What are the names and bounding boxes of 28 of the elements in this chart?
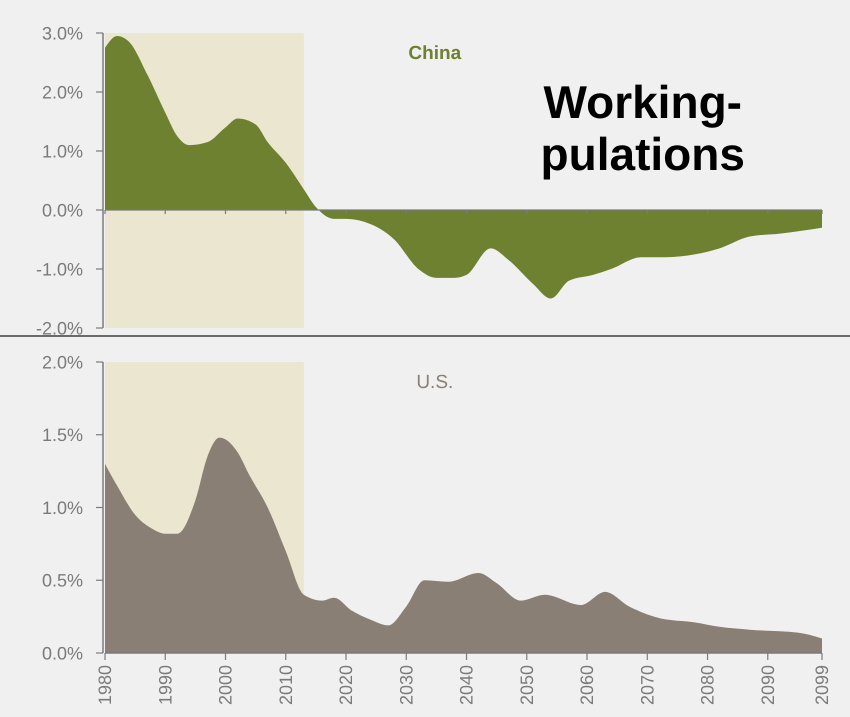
x-tick-label: 2000	[216, 665, 236, 706]
x-tick-label: 2099	[812, 665, 832, 706]
annotation: Working-	[544, 76, 742, 128]
x-tick-label: 2050	[516, 665, 537, 706]
x-tick-label: 2040	[456, 665, 477, 706]
x-tick-label: 2090	[758, 665, 778, 706]
y-tick-label: 2.0%	[42, 82, 83, 102]
y-tick-label: -2.0%	[36, 318, 83, 338]
y-tick-label: -1.0%	[36, 259, 83, 280]
x-tick-label: 2080	[698, 665, 718, 706]
x-tick-label: 1990	[155, 665, 176, 706]
y-tick-label: 1.0%	[42, 498, 83, 518]
x-tick-label: 2060	[577, 665, 598, 706]
annotation: pulations	[540, 128, 745, 180]
x-tick-label: 2010	[276, 665, 296, 706]
x-tick-label: 2030	[396, 665, 416, 706]
text: U.S.	[416, 372, 454, 393]
text: China	[408, 43, 462, 64]
y-tick-label: 0.0%	[42, 643, 83, 664]
y-tick-label: 1.5%	[42, 425, 83, 446]
x-tick-label: 2020	[336, 665, 356, 706]
y-tick-label: 3.0%	[42, 23, 83, 44]
x-tick-label: 1980	[95, 665, 115, 706]
x-tick-label: 2070	[637, 665, 658, 706]
y-tick-label: 1.0%	[42, 141, 83, 162]
y-tick-label: 2.0%	[42, 352, 83, 372]
y-tick-label: 0.0%	[42, 200, 83, 220]
y-tick-label: 0.5%	[42, 570, 83, 591]
